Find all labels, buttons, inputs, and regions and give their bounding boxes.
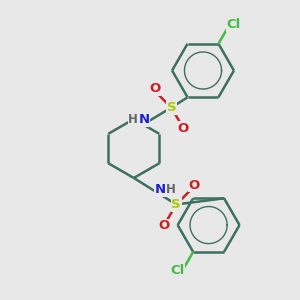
Text: O: O (159, 219, 170, 232)
Text: N: N (155, 183, 166, 196)
Text: H: H (128, 113, 138, 126)
Text: O: O (149, 82, 161, 95)
Text: O: O (188, 179, 200, 192)
Text: O: O (178, 122, 189, 135)
Text: Cl: Cl (227, 18, 241, 31)
Text: S: S (167, 101, 176, 114)
Text: Cl: Cl (171, 264, 185, 277)
Text: H: H (166, 183, 176, 196)
Text: S: S (171, 198, 181, 211)
Text: N: N (138, 113, 149, 126)
